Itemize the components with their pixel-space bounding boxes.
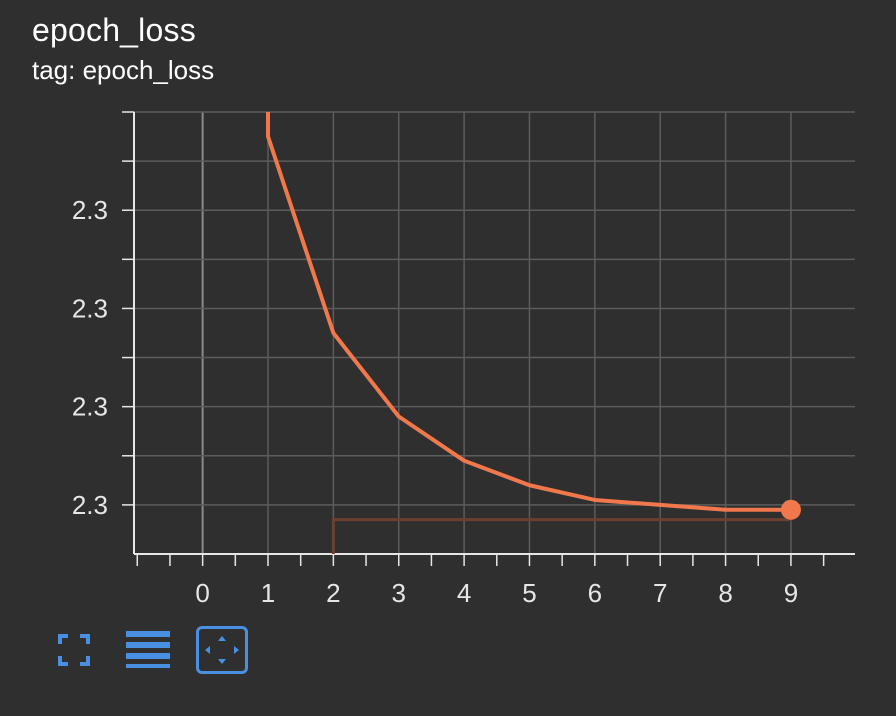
x-tick-label: 0 (195, 578, 209, 608)
fit-domain-icon (205, 636, 239, 664)
fullscreen-button[interactable] (48, 626, 100, 674)
fullscreen-icon (58, 634, 90, 666)
toggle-y-log-scale-icon (126, 631, 170, 668)
x-tick-label: 6 (588, 578, 602, 608)
x-tick-label: 3 (392, 578, 406, 608)
x-tick-label: 9 (784, 578, 798, 608)
series[interactable] (266, 63, 801, 554)
grid-lines (134, 111, 855, 554)
last-point-marker (780, 499, 801, 520)
y-tick-label: 2.3 (72, 392, 108, 422)
tick-labels: 0 1 2 3 4 5 6 7 8 9 2.3 2.3 2.3 2.3 (72, 195, 798, 608)
x-tick-label: 7 (653, 578, 667, 608)
x-tick-label: 8 (718, 578, 732, 608)
chart-title: epoch_loss (32, 12, 196, 48)
x-tick-label: 1 (261, 578, 275, 608)
y-tick-label: 2.3 (72, 195, 108, 225)
fit-domain-button[interactable] (196, 626, 248, 674)
raw-series-line (331, 518, 791, 554)
axes (122, 111, 855, 566)
log-scale-button[interactable] (122, 626, 174, 674)
y-tick-label: 2.3 (72, 293, 108, 323)
y-tick-label: 2.3 (72, 490, 108, 520)
x-tick-label: 2 (326, 578, 340, 608)
chart-toolbar (48, 626, 248, 674)
chart-subtitle: tag: epoch_loss (32, 55, 215, 85)
x-tick-label: 4 (457, 578, 471, 608)
smoothed-series-line (266, 112, 791, 512)
x-tick-label: 5 (522, 578, 536, 608)
